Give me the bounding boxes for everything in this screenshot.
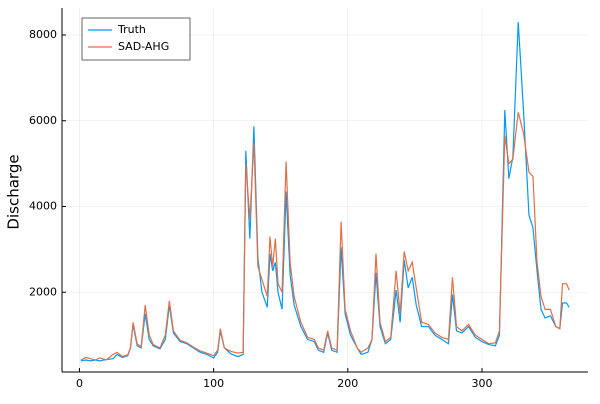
line-series (80, 22, 570, 362)
x-tick-label: 200 (337, 377, 358, 390)
y-tick-label: 2000 (29, 285, 57, 298)
line-series (80, 112, 570, 361)
y-axis-label: Discharge (5, 154, 23, 229)
x-tick-label: 300 (471, 377, 492, 390)
legend-label: SAD-AHG (118, 40, 169, 53)
y-tick-label: 8000 (29, 28, 57, 41)
y-tick-label: 4000 (29, 200, 57, 213)
y-tick-label: 6000 (29, 114, 57, 127)
legend-box (81, 17, 191, 61)
legend-label: Truth (117, 23, 146, 36)
x-tick-label: 0 (76, 377, 83, 390)
x-tick-label: 100 (203, 377, 224, 390)
